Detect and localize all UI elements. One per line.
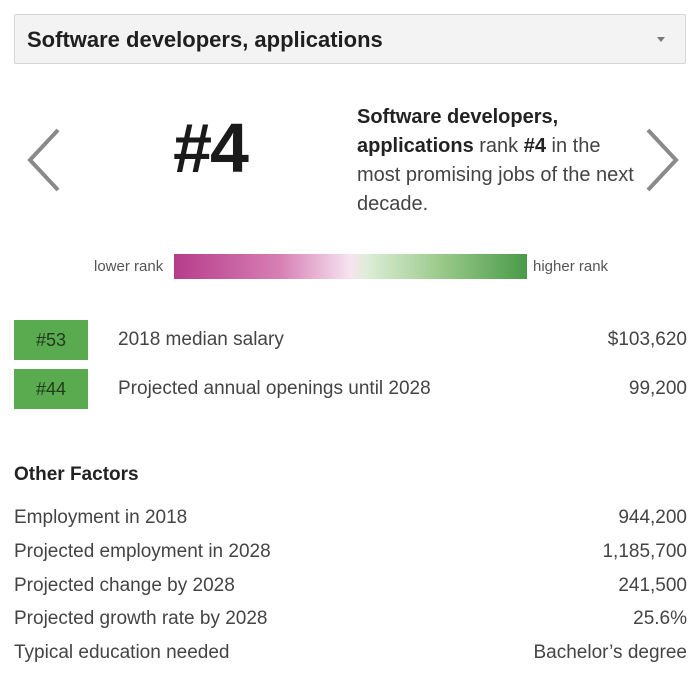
stat-value: $103,620 [607, 329, 687, 350]
stat-label: 2018 median salary [118, 329, 284, 350]
caret-down-icon [657, 37, 665, 42]
stat-row-salary: #53 2018 median salary $103,620 [14, 320, 687, 360]
factor-label: Projected growth rate by 2028 [14, 608, 268, 629]
factor-label: Employment in 2018 [14, 507, 188, 528]
factor-value: 25.6% [633, 608, 687, 629]
rank-job-name: Software developers, applications [357, 106, 559, 157]
rank-number: #4 [173, 109, 249, 187]
factor-row: Projected growth rate by 2028 25.6% [14, 608, 687, 636]
next-button[interactable] [636, 122, 686, 202]
occupation-select[interactable]: Software developers, applications [14, 14, 686, 64]
factor-row: Employment in 2018 944,200 [14, 507, 687, 535]
factor-value: 944,200 [618, 507, 687, 528]
scale-high-label: higher rank [533, 258, 609, 275]
factor-row: Projected change by 2028 241,500 [14, 575, 687, 603]
stat-label: Projected annual openings until 2028 [118, 378, 431, 399]
factor-label: Projected employment in 2028 [14, 541, 271, 562]
rank-value: #4 [523, 135, 546, 157]
factor-label: Projected change by 2028 [14, 575, 235, 596]
factor-value: Bachelor’s degree [533, 642, 687, 663]
factor-value: 1,185,700 [602, 541, 687, 562]
occupation-select-value: Software developers, applications [27, 27, 383, 52]
stat-rank-badge: #44 [14, 369, 88, 409]
rank-gradient-bar [174, 254, 527, 279]
rank-text-rest: in the most promising jobs of the next d… [357, 135, 634, 215]
chevron-left-icon [27, 128, 60, 192]
chevron-right-icon [646, 128, 679, 192]
factor-value: 241,500 [618, 575, 687, 596]
other-factors-heading: Other Factors [14, 464, 139, 485]
previous-button[interactable] [20, 122, 70, 202]
stat-rank-badge: #53 [14, 320, 88, 360]
stat-row-openings: #44 Projected annual openings until 2028… [14, 369, 687, 409]
rank-description: Software developers, applications rank #… [357, 103, 637, 219]
factor-row: Typical education needed Bachelor’s degr… [14, 642, 687, 670]
factor-row: Projected employment in 2028 1,185,700 [14, 541, 687, 569]
rank-text: rank [479, 135, 519, 157]
factor-label: Typical education needed [14, 642, 230, 663]
stat-value: 99,200 [628, 378, 687, 399]
scale-low-label: lower rank [94, 258, 164, 275]
